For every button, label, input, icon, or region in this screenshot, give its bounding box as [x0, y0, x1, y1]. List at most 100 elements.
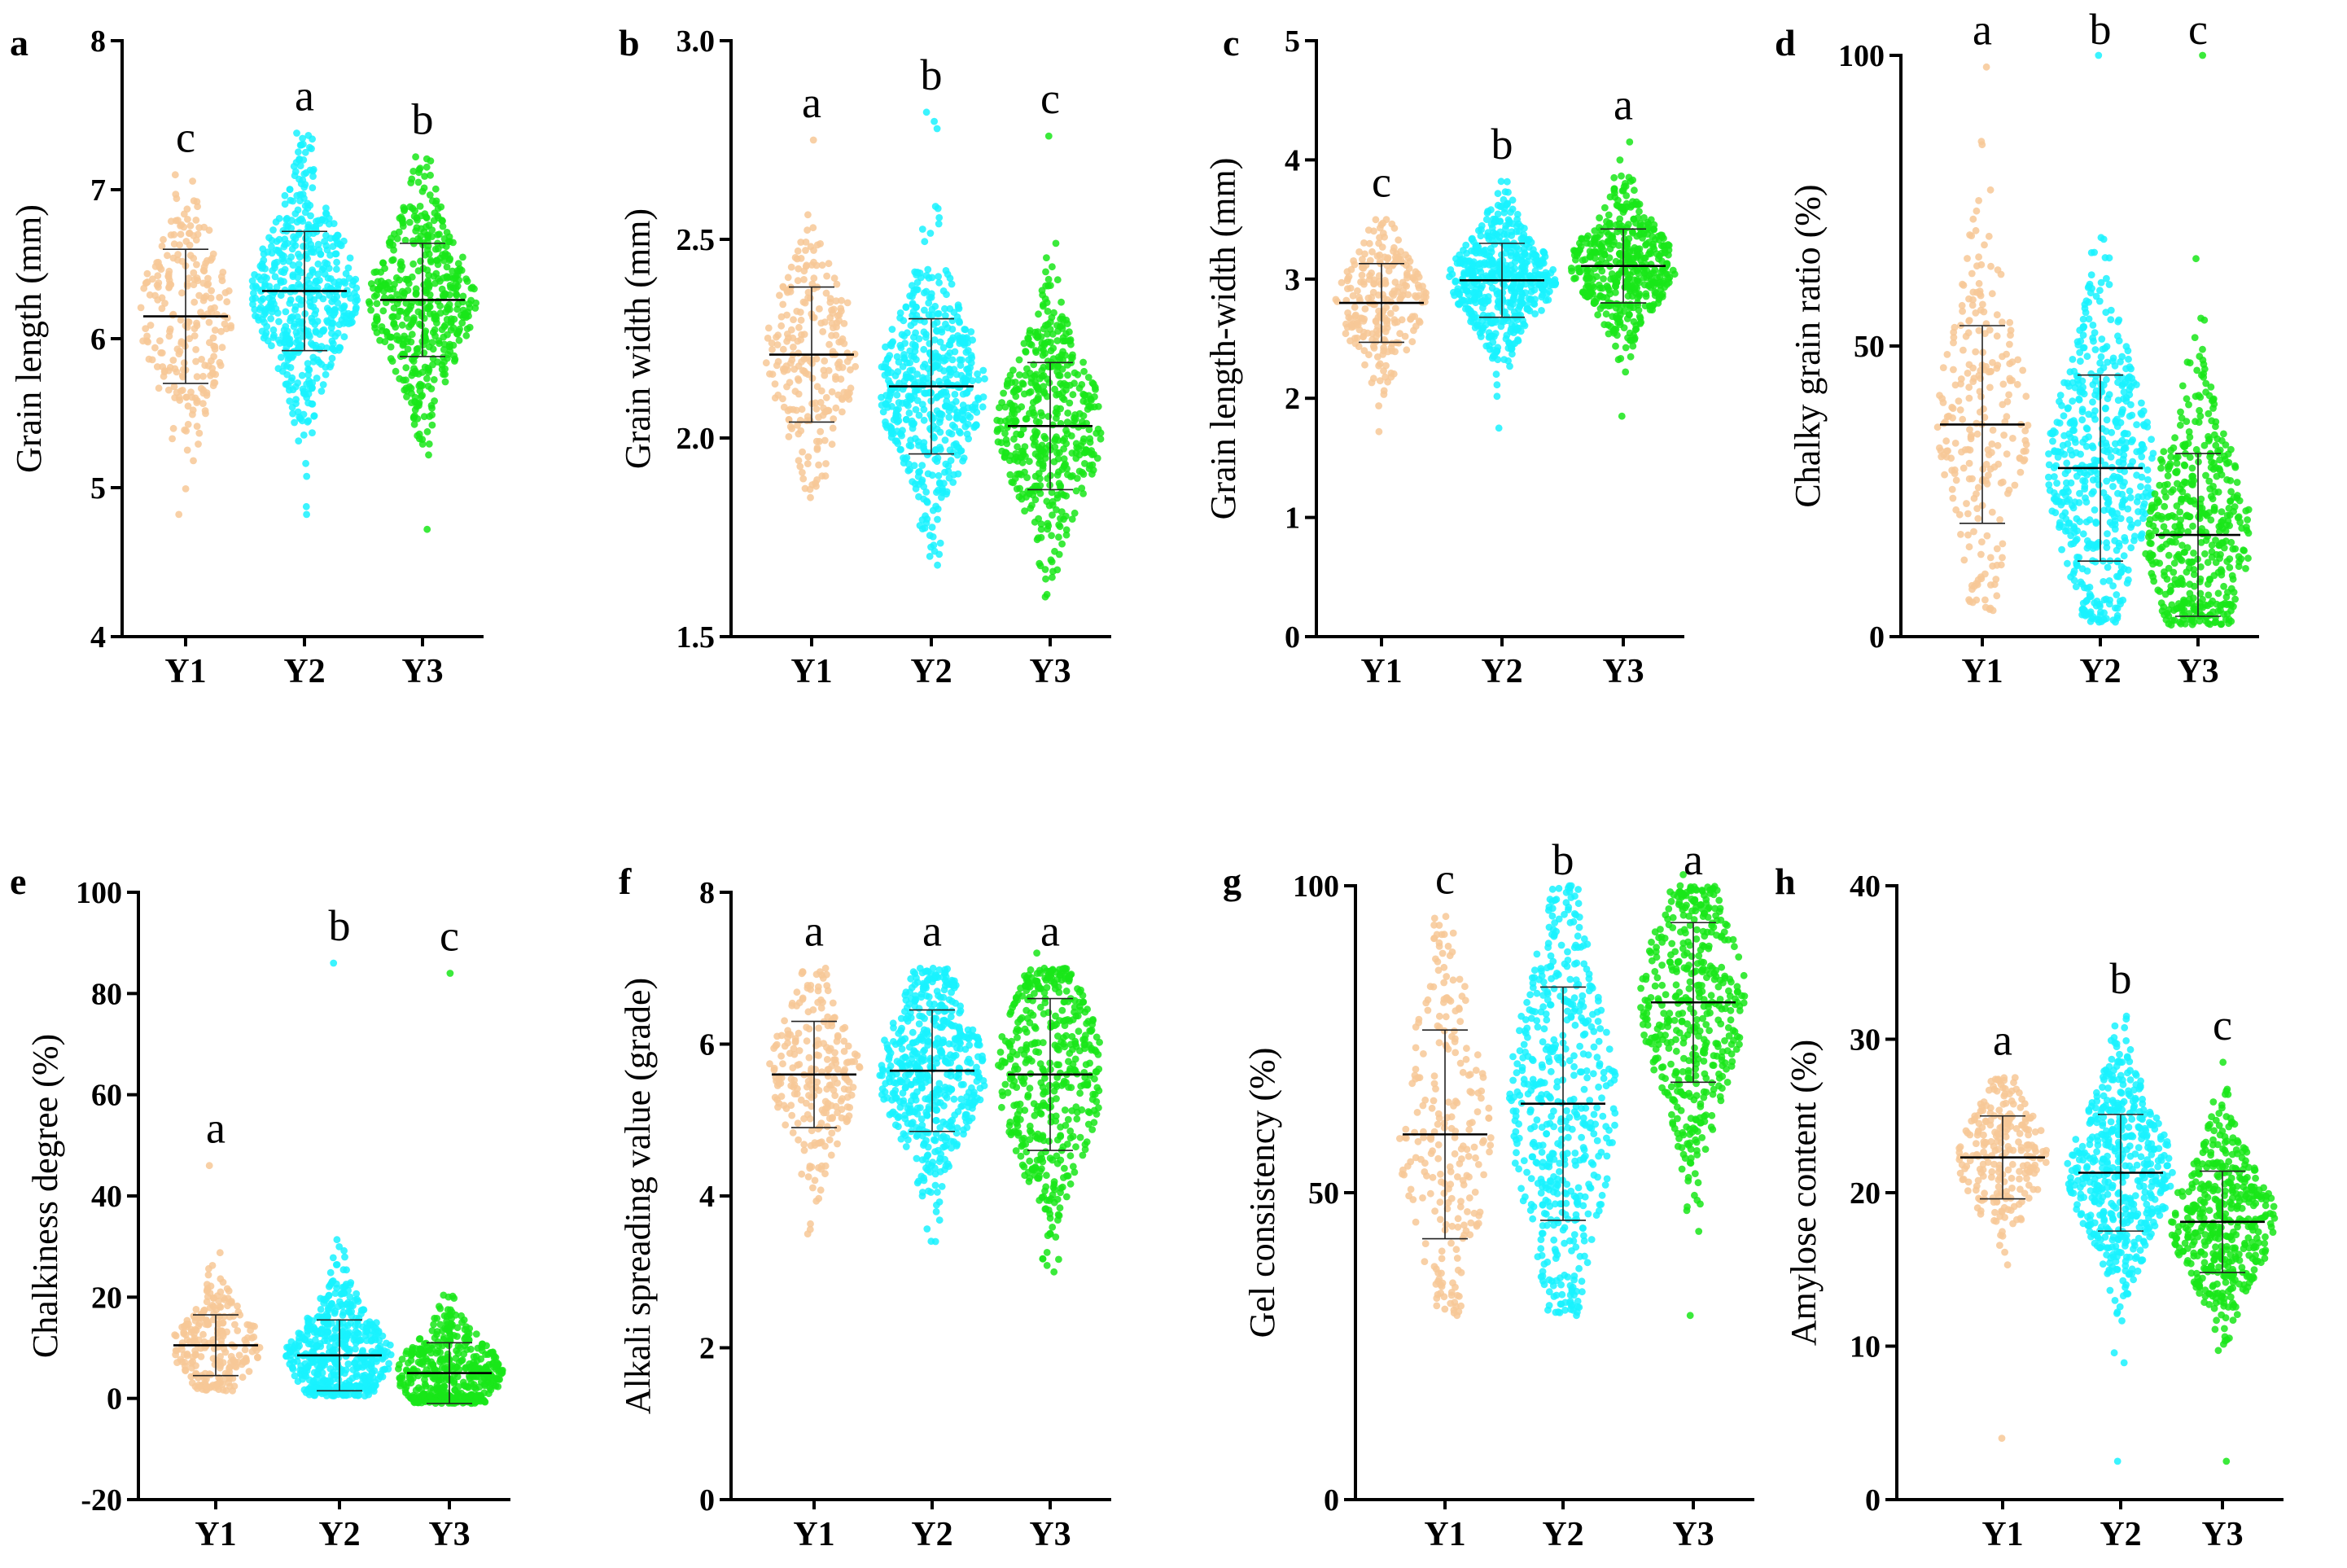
- data-point: [269, 326, 278, 334]
- data-point: [419, 265, 427, 272]
- significance-letter: a: [802, 78, 821, 127]
- data-point: [1624, 334, 1631, 342]
- data-point: [2059, 441, 2067, 449]
- data-point: [2152, 514, 2160, 522]
- data-point: [1373, 353, 1381, 361]
- panel-letter: b: [619, 22, 640, 64]
- data-point: [822, 289, 830, 297]
- data-point: [1015, 356, 1023, 364]
- data-point: [948, 356, 957, 364]
- data-point: [300, 333, 308, 340]
- data-point: [1594, 311, 1602, 319]
- data-point: [882, 401, 891, 408]
- data-point: [2000, 431, 2008, 439]
- data-point: [790, 366, 799, 373]
- data-point: [2157, 513, 2165, 520]
- data-point: [256, 304, 265, 311]
- data-point: [1973, 505, 1981, 512]
- data-point: [2196, 406, 2204, 414]
- data-point: [941, 304, 948, 313]
- data-point: [334, 231, 341, 239]
- data-point: [189, 410, 196, 418]
- data-point: [2196, 599, 2204, 607]
- data-point: [942, 388, 950, 396]
- data-point: [208, 254, 216, 262]
- data-point: [211, 326, 219, 334]
- data-point: [2082, 424, 2091, 432]
- data-point: [270, 288, 278, 296]
- data-point: [1066, 399, 1074, 407]
- x-category-label: Y3: [1602, 653, 1644, 690]
- data-point: [1354, 321, 1362, 329]
- data-point: [303, 510, 310, 519]
- significance-letter: a: [1973, 5, 1992, 54]
- data-point: [802, 239, 810, 246]
- data-point: [290, 163, 298, 170]
- data-point: [893, 353, 901, 361]
- data-point: [1942, 437, 1951, 445]
- data-point: [252, 312, 259, 320]
- data-point: [2009, 435, 2016, 442]
- data-point: [434, 231, 441, 239]
- data-point: [795, 265, 803, 273]
- data-point: [142, 325, 150, 332]
- data-point: [1014, 386, 1022, 394]
- data-point: [2084, 283, 2092, 291]
- data-point: [203, 389, 211, 396]
- data-point: [303, 472, 311, 480]
- data-point: [312, 222, 320, 230]
- data-point: [169, 424, 177, 432]
- data-point: [1973, 419, 1981, 427]
- data-point: [409, 318, 417, 326]
- data-point: [878, 393, 885, 401]
- data-point: [182, 485, 190, 493]
- data-point: [289, 313, 296, 321]
- data-point: [300, 243, 307, 250]
- data-point: [2231, 463, 2240, 471]
- data-point: [2064, 559, 2071, 567]
- data-point: [322, 204, 330, 212]
- data-point: [2011, 481, 2019, 489]
- data-point: [301, 390, 309, 398]
- data-point: [182, 393, 190, 401]
- data-point: [1482, 251, 1491, 259]
- data-point: [902, 304, 910, 311]
- data-point: [436, 302, 444, 310]
- data-point: [887, 389, 895, 397]
- data-point: [433, 256, 440, 265]
- data-point: [1941, 471, 1949, 479]
- data-point: [2115, 542, 2123, 550]
- data-point: [896, 309, 904, 317]
- data-point: [884, 370, 891, 377]
- significance-letter: b: [2090, 5, 2112, 54]
- data-point: [304, 417, 313, 425]
- data-point: [926, 553, 934, 560]
- data-point: [177, 316, 185, 324]
- data-point: [401, 236, 409, 244]
- data-point: [175, 510, 183, 519]
- data-point: [291, 418, 298, 427]
- data-point: [371, 324, 379, 332]
- data-point: [1001, 403, 1009, 411]
- data-point: [304, 327, 312, 335]
- data-point: [2089, 476, 2097, 484]
- data-point: [145, 355, 153, 363]
- data-point: [1037, 446, 1045, 453]
- data-point: [935, 220, 943, 228]
- data-point: [463, 278, 471, 285]
- data-point: [186, 241, 194, 249]
- data-point: [148, 275, 156, 283]
- data-point: [2119, 455, 2127, 463]
- data-point: [2209, 608, 2217, 616]
- data-point: [1968, 232, 1976, 239]
- data-point: [1615, 250, 1623, 257]
- data-point: [806, 485, 814, 493]
- data-point: [1032, 331, 1040, 339]
- data-point: [1982, 63, 1990, 71]
- data-point: [926, 369, 935, 376]
- data-point: [810, 247, 817, 254]
- data-point: [424, 277, 431, 285]
- data-point: [946, 446, 954, 454]
- data-point: [1504, 177, 1511, 186]
- data-point: [272, 218, 280, 226]
